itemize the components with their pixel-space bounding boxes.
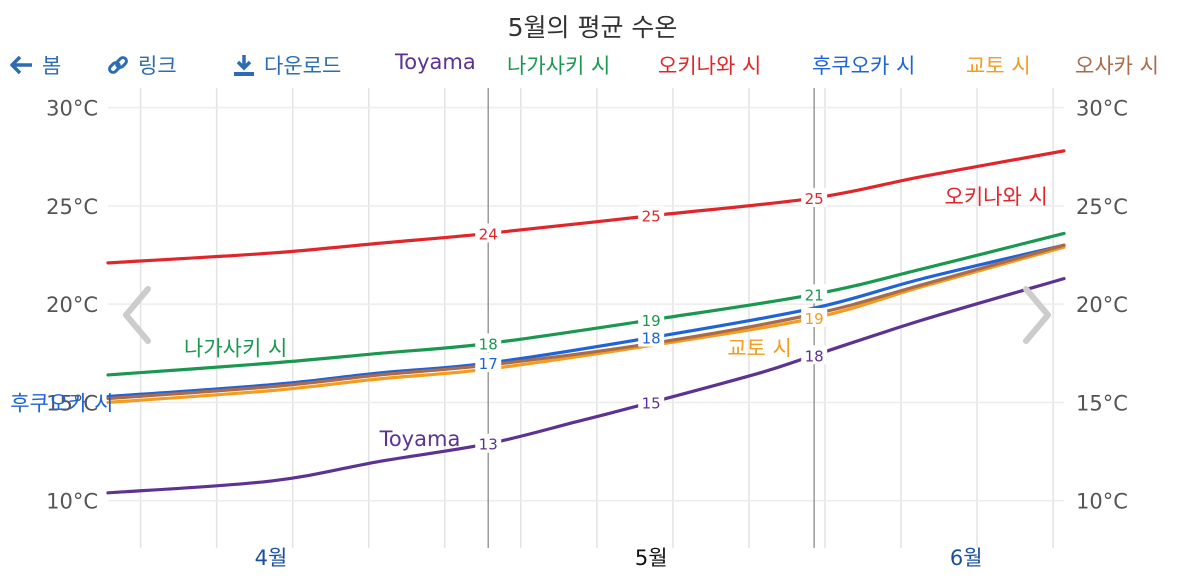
x-tick-label: 4월 [255, 546, 288, 570]
data-label: 17 [479, 355, 498, 373]
x-tick-label: 6월 [950, 546, 983, 570]
series-inline-label: 나가사키 시 [184, 336, 287, 360]
legend-item-toyama[interactable]: Toyama [395, 50, 476, 74]
data-label-bg [475, 333, 502, 353]
next-arrow-icon[interactable] [1020, 285, 1054, 345]
download-icon [234, 55, 254, 76]
series-inline-label: Toyama [379, 427, 461, 451]
series-line [106, 277, 1066, 495]
legend-item-kyoto[interactable]: 교토 시 [966, 54, 1031, 78]
data-label-bg [801, 345, 828, 365]
series-line [106, 231, 1066, 377]
series-line [106, 149, 1066, 265]
legend-item-osaka[interactable]: 오사카 시 [1075, 54, 1159, 78]
data-label-bg [638, 392, 665, 412]
y-tick-label-right: 15°C [1076, 391, 1128, 415]
data-label: 15 [642, 394, 661, 412]
data-label-bg [638, 205, 665, 225]
legend-item-nagasaki[interactable]: 나가사키 시 [507, 54, 611, 78]
data-label-bg [638, 309, 665, 329]
data-label: 21 [805, 286, 824, 304]
data-label-bg [801, 188, 828, 208]
data-label: 25 [642, 208, 661, 226]
data-label: 18 [642, 330, 661, 348]
link-icon [108, 56, 128, 74]
data-label: 18 [805, 347, 824, 365]
series-line [106, 245, 1066, 405]
x-tick-label: 5월 [635, 546, 668, 570]
link-label: 링크 [138, 54, 177, 78]
data-label-bg [638, 327, 665, 347]
legend-item-fukuoka[interactable]: 후쿠오카 시 [812, 54, 916, 78]
data-label: 24 [479, 225, 498, 243]
data-label: 19 [805, 310, 824, 328]
y-tick-label-right: 10°C [1076, 490, 1128, 514]
chart-title: 5월의 평균 수온 [507, 13, 678, 42]
data-label: 19 [642, 312, 661, 330]
y-tick-label-right: 30°C [1076, 97, 1128, 121]
data-label-bg [801, 307, 828, 327]
download-button[interactable]: 다운로드 [232, 50, 341, 80]
data-label-bg [801, 284, 828, 304]
series-inline-label: 오키나와 시 [945, 185, 1048, 209]
arrow-left-icon [10, 55, 32, 75]
y-tick-label-left: 20°C [46, 293, 98, 317]
y-tick-label-left: 30°C [46, 97, 98, 121]
data-label: 13 [479, 436, 498, 454]
y-tick-label-left: 10°C [46, 490, 98, 514]
download-label: 다운로드 [264, 54, 342, 78]
data-label: 25 [805, 190, 824, 208]
data-label-bg [475, 433, 502, 453]
legend-item-okinawa[interactable]: 오키나와 시 [658, 54, 762, 78]
data-label: 18 [479, 335, 498, 353]
back-button[interactable]: 봄 [10, 50, 61, 80]
prev-arrow-icon[interactable] [120, 285, 154, 345]
series-inline-label: 후쿠오카 시 [10, 391, 113, 415]
y-tick-label-left: 25°C [46, 195, 98, 219]
link-button[interactable]: 링크 [106, 50, 177, 80]
series-line [106, 243, 1066, 399]
back-label: 봄 [42, 54, 62, 78]
series-inline-label: 교토 시 [727, 336, 792, 360]
data-label-bg [475, 353, 502, 373]
data-label-bg [475, 223, 502, 243]
y-tick-label-right: 20°C [1076, 293, 1128, 317]
y-tick-label-left: 15°C [46, 391, 98, 415]
y-tick-label-right: 25°C [1076, 195, 1128, 219]
series-line [106, 243, 1066, 401]
